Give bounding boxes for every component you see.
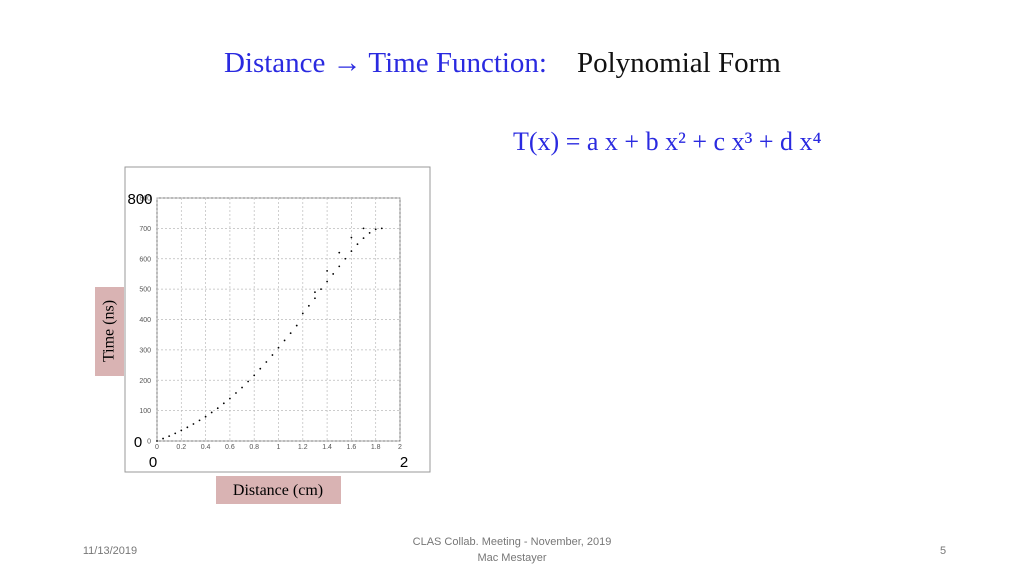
x-tick-label: 1.8 — [371, 444, 381, 451]
point — [186, 426, 189, 429]
point — [362, 237, 365, 239]
y-tick-label: 800 — [139, 196, 151, 203]
point — [338, 251, 341, 254]
point — [222, 402, 225, 405]
point — [350, 250, 353, 253]
point — [301, 312, 304, 315]
point — [192, 423, 195, 425]
point — [265, 361, 268, 363]
x-tick-label: 0.4 — [201, 444, 211, 451]
y-tick-label: 300 — [139, 347, 151, 354]
y-tick-label: 100 — [139, 408, 151, 415]
point — [289, 332, 292, 335]
point — [350, 236, 353, 239]
xlabel-box — [216, 476, 341, 504]
point — [283, 339, 286, 342]
point — [168, 435, 171, 438]
x-max-label: 2 — [400, 454, 408, 471]
point — [210, 411, 213, 414]
point — [271, 354, 274, 356]
x-tick-label: 1.4 — [322, 444, 332, 451]
x-tick-label: 1.6 — [347, 444, 357, 451]
point — [295, 324, 298, 327]
point — [162, 437, 164, 440]
point — [368, 232, 371, 234]
point — [326, 270, 328, 272]
point — [216, 407, 219, 410]
point — [314, 291, 316, 294]
footer-date: 11/13/2019 — [83, 545, 137, 557]
y-tick-label: 200 — [139, 378, 151, 385]
point — [198, 419, 201, 422]
point — [326, 280, 328, 283]
x-tick-label: 0.8 — [249, 444, 259, 451]
x-tick-label: 1 — [277, 444, 281, 451]
y-tick-label: 600 — [139, 256, 151, 263]
y-tick-label: 700 — [139, 226, 151, 233]
point — [156, 440, 158, 442]
y-axis-label: Time (ns) — [101, 300, 118, 362]
point — [320, 288, 322, 291]
x-tick-label: 1.2 — [298, 444, 308, 451]
point — [235, 392, 237, 394]
x-min-label: 0 — [149, 454, 157, 471]
point — [362, 227, 365, 230]
y-tick-label: 0 — [147, 439, 151, 446]
y-tick-label: 400 — [139, 317, 151, 324]
point — [307, 304, 310, 307]
point — [314, 297, 316, 300]
ylabel-box — [95, 287, 124, 376]
point — [277, 346, 280, 349]
point — [180, 429, 183, 432]
y-tick-label: 500 — [139, 287, 151, 294]
point — [356, 243, 359, 246]
formula: T(x) = a x + b x² + c x³ + d x⁴ — [513, 127, 822, 156]
x-tick-label: 0.6 — [225, 444, 235, 451]
point — [253, 374, 256, 377]
footer-center: Mac Mestayer — [477, 552, 546, 564]
title-black: Polynomial Form — [577, 47, 781, 79]
x-axis-label: Distance (cm) — [233, 482, 323, 499]
x-tick-label: 0 — [155, 444, 159, 451]
page-number: 5 — [940, 545, 946, 557]
y-min-label: 0 — [134, 434, 142, 451]
point — [332, 273, 335, 275]
point — [338, 265, 341, 268]
point — [241, 386, 243, 389]
x-tick-label: 2 — [398, 444, 402, 451]
title-blue: Distance → Time Function: — [224, 47, 547, 79]
point — [204, 415, 207, 418]
point — [247, 380, 250, 383]
footer-center: CLAS Collab. Meeting - November, 2019 — [413, 536, 612, 548]
y-max-label: 800 — [127, 191, 152, 208]
point — [374, 228, 377, 231]
point — [380, 227, 383, 230]
x-tick-label: 0.2 — [176, 444, 186, 451]
point — [174, 432, 177, 435]
point — [344, 257, 347, 260]
point — [259, 367, 262, 370]
point — [229, 397, 231, 400]
